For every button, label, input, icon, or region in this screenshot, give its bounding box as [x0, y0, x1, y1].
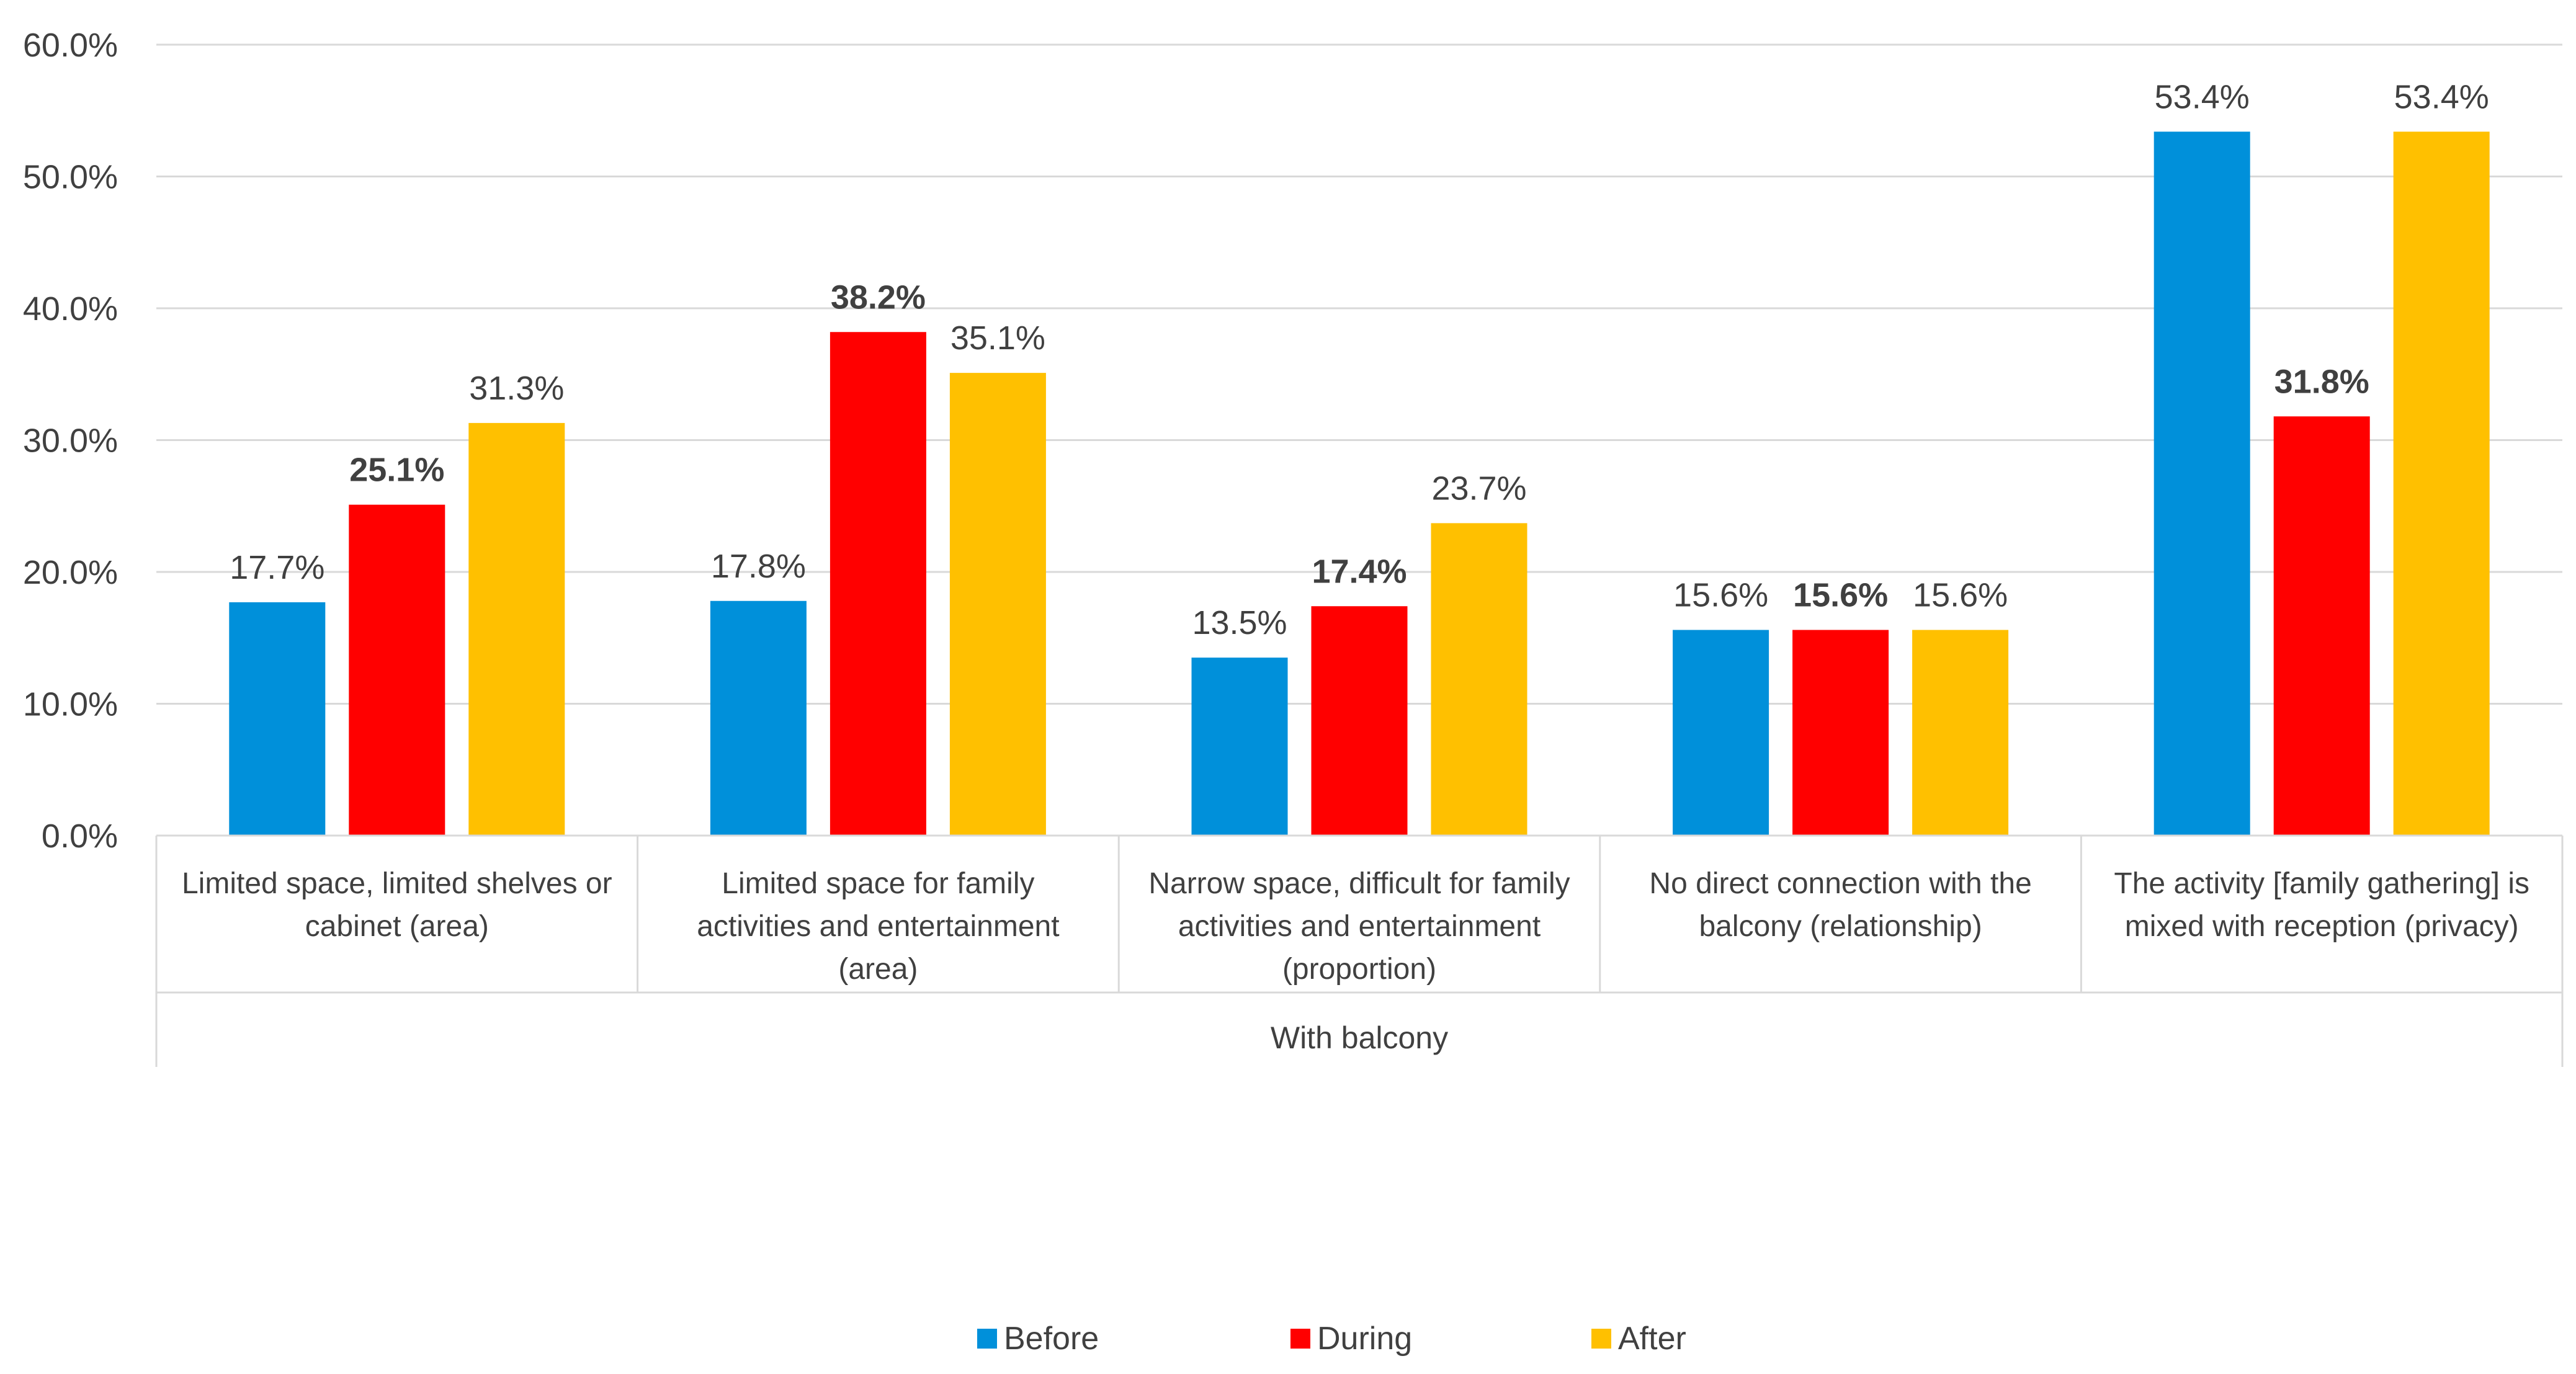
x-axis: Limited space, limited shelves or cabinet…	[155, 834, 2564, 1067]
bar-during	[830, 332, 926, 836]
bar-after	[468, 422, 565, 836]
y-tick-label: 50.0%	[23, 159, 118, 196]
data-label: 15.6%	[1673, 577, 1768, 614]
legend: Before During After	[977, 1321, 1686, 1357]
category-label: mixed with reception (privacy)	[2125, 910, 2519, 943]
data-label: 17.8%	[711, 548, 806, 585]
category-label: (proportion)	[1282, 953, 1436, 986]
legend-swatch-during	[1290, 1329, 1310, 1349]
data-label: 31.8%	[2274, 363, 2369, 400]
data-label: 15.6%	[1793, 577, 1888, 614]
data-label: 17.7%	[230, 549, 324, 586]
bar-after	[2393, 132, 2490, 836]
y-tick-label: 10.0%	[23, 686, 118, 723]
data-label: 25.1%	[349, 452, 444, 489]
bar-before	[710, 600, 807, 836]
y-tick-label: 30.0%	[23, 422, 118, 460]
bar-after	[1912, 630, 2009, 836]
data-labels: 17.7% 17.8% 13.5% 15.6% 53.4% 25.1% 38.2% 17.4%…	[230, 78, 2489, 641]
category-label: (area)	[838, 953, 918, 986]
data-label: 13.5%	[1192, 604, 1287, 641]
category-label: balcony (relationship)	[1699, 910, 1982, 943]
bar-before	[2153, 132, 2250, 836]
legend-label: After	[1618, 1321, 1686, 1357]
bar-during	[349, 504, 445, 836]
bar-during	[1792, 630, 1889, 836]
data-label: 17.4%	[1312, 553, 1407, 590]
bar-before	[1673, 630, 1769, 836]
bar-before	[1191, 658, 1288, 836]
legend-label: During	[1317, 1321, 1412, 1357]
legend-label: Before	[1004, 1321, 1099, 1357]
category-label: cabinet (area)	[305, 910, 489, 943]
data-label: 15.6%	[1913, 577, 2008, 614]
category-label: Narrow space, difficult for family	[1148, 867, 1570, 900]
category-label: Limited space, limited shelves or	[182, 867, 612, 900]
y-axis-ticks: 0.0% 10.0% 20.0% 30.0% 40.0% 50.0% 60.0%	[23, 27, 118, 855]
y-tick-label: 20.0%	[23, 554, 118, 591]
legend-swatch-before	[977, 1329, 997, 1349]
data-label: 38.2%	[831, 279, 926, 316]
bar-after	[1431, 523, 1527, 836]
category-label: activities and entertainment	[1178, 910, 1541, 943]
category-label: The activity [family gathering] is	[2114, 867, 2529, 900]
y-tick-label: 40.0%	[23, 290, 118, 328]
data-label: 53.4%	[2394, 78, 2489, 115]
bar-during	[1311, 606, 1408, 836]
data-label: 23.7%	[1431, 470, 1526, 507]
bar-during	[2273, 416, 2370, 836]
bar-before	[229, 602, 326, 836]
data-label: 31.3%	[469, 370, 564, 407]
data-label: 35.1%	[950, 319, 1045, 357]
bar-after	[949, 373, 1046, 836]
category-label: activities and entertainment	[697, 910, 1059, 943]
y-tick-label: 0.0%	[42, 818, 118, 855]
category-label: No direct connection with the	[1649, 867, 2031, 900]
bars	[229, 132, 2490, 836]
category-label: Limited space for family	[722, 867, 1034, 900]
y-tick-label: 60.0%	[23, 27, 118, 64]
group-label: With balcony	[1271, 1020, 1448, 1055]
data-label: 53.4%	[2155, 78, 2250, 115]
legend-swatch-after	[1591, 1329, 1611, 1349]
